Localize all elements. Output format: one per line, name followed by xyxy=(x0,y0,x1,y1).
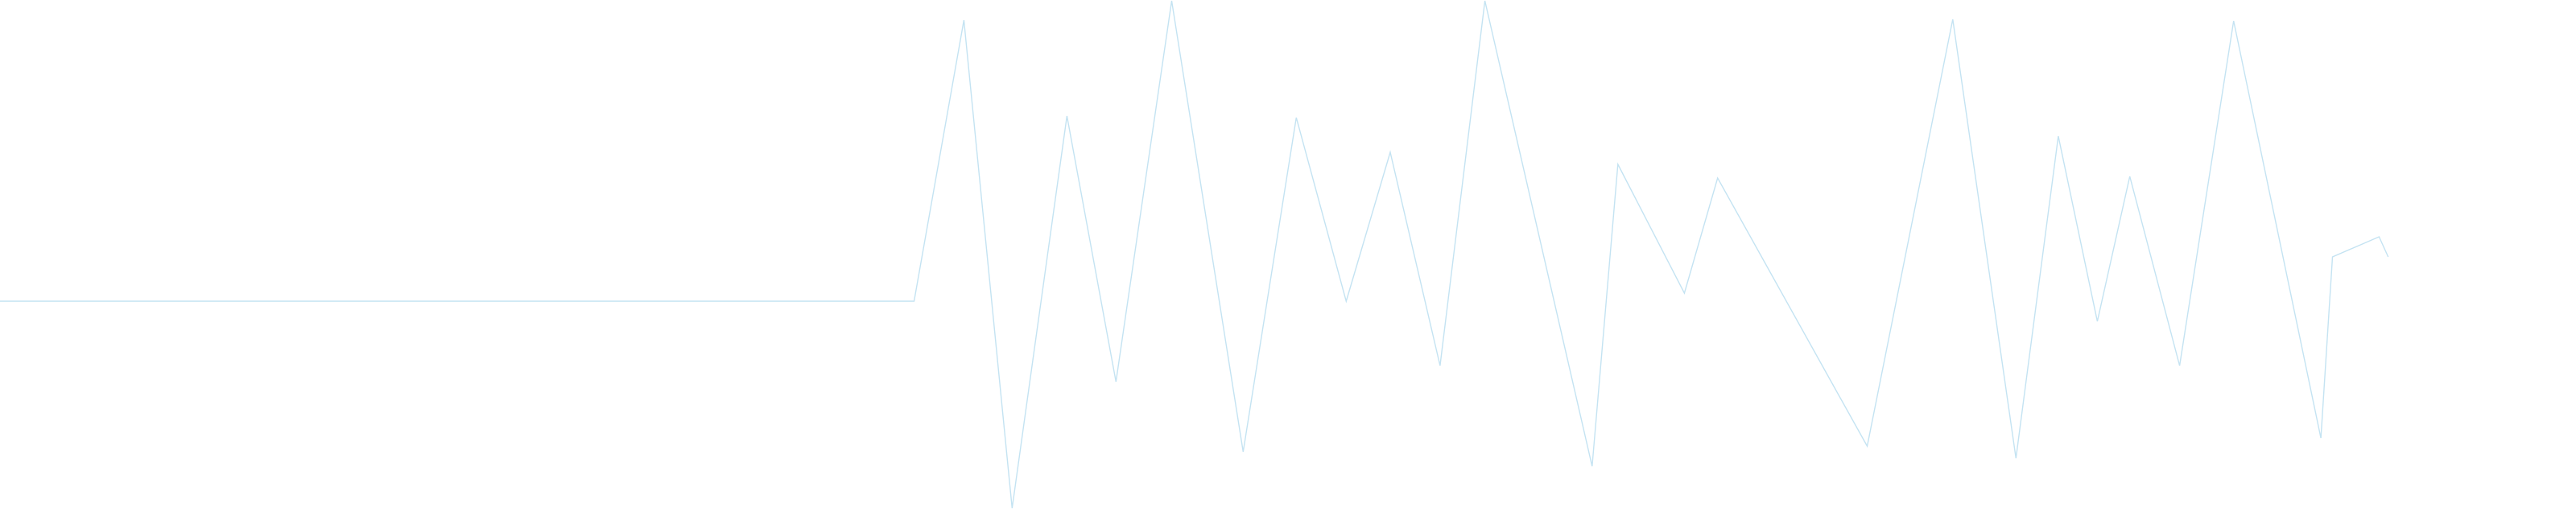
series-line-0 xyxy=(0,0,2389,509)
series-layer xyxy=(0,0,2389,509)
